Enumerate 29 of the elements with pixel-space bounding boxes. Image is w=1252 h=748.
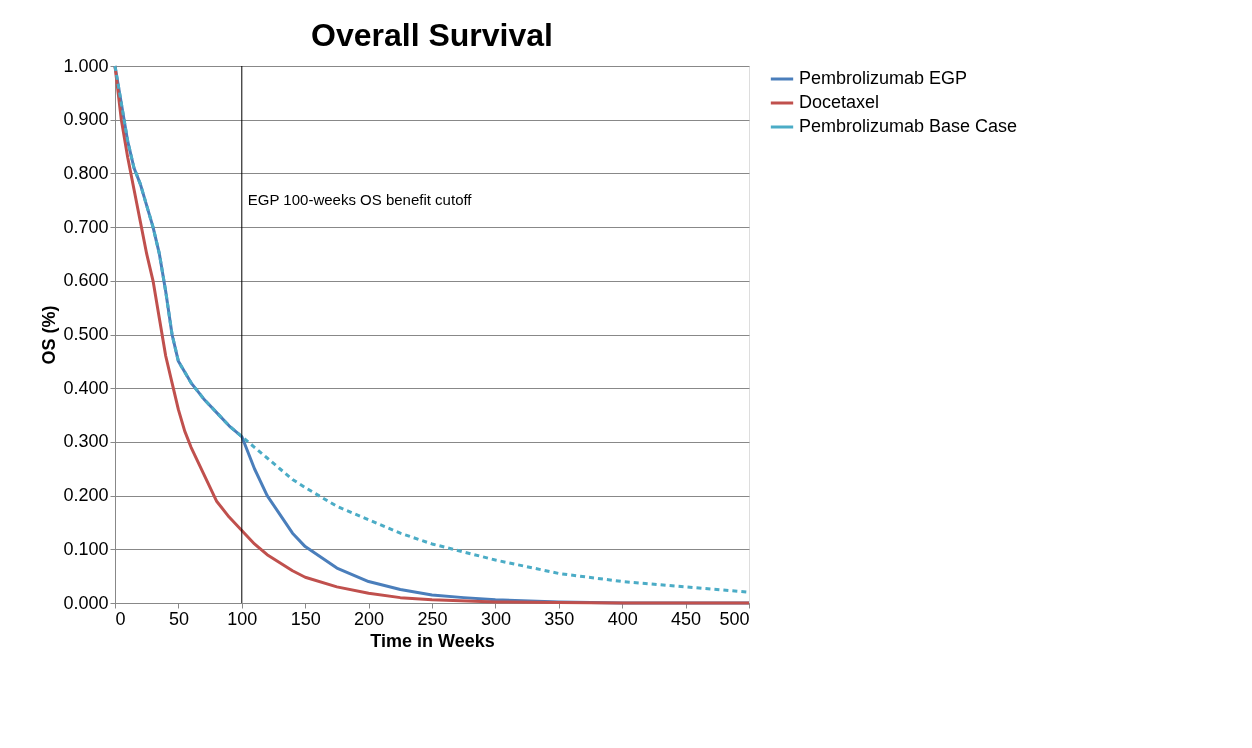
- x-tick-label: 300: [480, 608, 511, 629]
- x-tick-label: 500: [719, 608, 750, 629]
- y-tick-label: 0.900: [63, 109, 109, 130]
- legend-label: Pembrolizumab EGP: [799, 68, 968, 88]
- x-tick-label: 100: [227, 608, 258, 629]
- x-tick-label: 400: [607, 608, 638, 629]
- y-tick-label: 0.300: [63, 431, 109, 452]
- legend-label: Pembrolizumab Base Case: [799, 116, 1018, 136]
- y-tick-label: 0.200: [63, 485, 109, 506]
- y-tick-label: 0.600: [63, 270, 109, 291]
- y-tick-label: 1.000: [63, 55, 109, 76]
- y-tick-label: 0.000: [63, 592, 109, 613]
- legend-label: Docetaxel: [799, 92, 880, 112]
- y-tick-label: 0.100: [63, 538, 109, 559]
- x-tick-label: 250: [417, 608, 448, 629]
- chart-title: Overall Survival: [311, 17, 553, 53]
- ref-line-label: EGP 100-weeks OS benefit cutoff: [247, 191, 473, 208]
- y-tick-label: 0.800: [63, 162, 109, 183]
- x-tick-label: 150: [290, 608, 321, 629]
- y-tick-label: 0.500: [63, 324, 109, 344]
- x-axis-title: Time in Weeks: [370, 630, 495, 651]
- x-tick-label: 200: [354, 608, 385, 629]
- x-tick-label: 450: [671, 608, 702, 629]
- y-axis-title: OS (%): [39, 305, 60, 365]
- x-tick-label: 350: [544, 608, 575, 629]
- x-tick-label: 50: [168, 608, 189, 629]
- x-tick-label: 0: [115, 608, 126, 629]
- y-tick-label: 0.400: [63, 377, 109, 398]
- y-tick-label: 0.700: [63, 216, 109, 237]
